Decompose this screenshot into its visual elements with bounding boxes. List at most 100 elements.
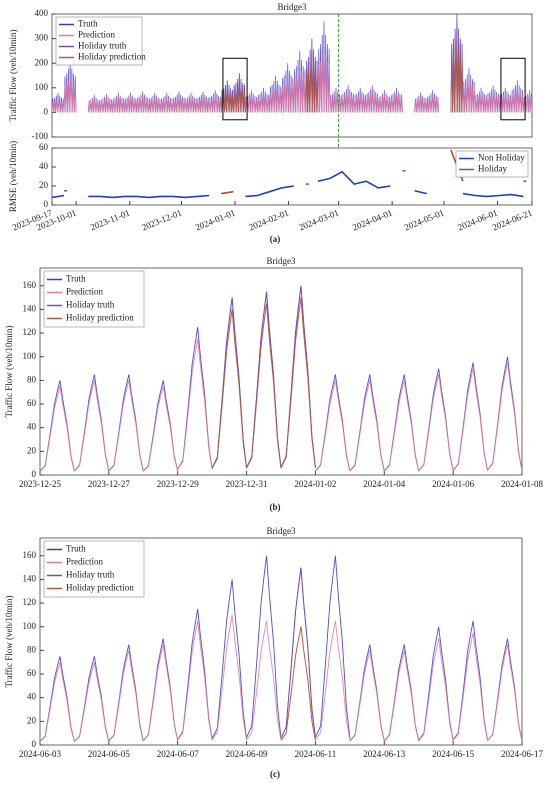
legend: Truth Prediction Holiday truth Holiday pred… <box>43 540 145 598</box>
legend-box <box>43 270 145 328</box>
x-tick-label: 2024-04-01 <box>351 207 394 232</box>
y-tick-label: 60 <box>27 668 37 678</box>
flow-spikes <box>474 91 488 113</box>
x-tick-label: 2024-01-04 <box>363 479 405 489</box>
flow-spikes <box>184 95 198 113</box>
flow-cycle <box>108 650 144 742</box>
rmse-line <box>52 194 65 199</box>
legend-label: Holiday prediction <box>66 313 134 323</box>
flow-spikes <box>112 95 125 113</box>
flow-cycle <box>142 644 179 742</box>
y-tick-label: 80 <box>27 644 37 654</box>
flow-cycle <box>315 555 351 738</box>
flow-cycle <box>280 567 316 739</box>
flow-spikes <box>390 91 403 113</box>
flow-cycle <box>452 368 489 472</box>
y-tick-label: 40 <box>39 161 49 171</box>
y-axis-label: Traffic Flow (veh/10min) <box>4 326 14 418</box>
flow-spikes <box>305 55 319 113</box>
flow-spikes <box>63 73 77 113</box>
y-axis-label: RMSE (veh/10min) <box>8 141 18 212</box>
flow-spikes <box>293 63 307 113</box>
x-tick-label: 2024-06-07 <box>157 749 199 759</box>
flow-spikes <box>317 43 331 113</box>
flow-spikes <box>148 95 162 113</box>
x-tick-label: 2024-02-01 <box>247 207 290 232</box>
y-tick-label: 100 <box>23 351 37 361</box>
flow-spikes <box>52 97 65 113</box>
legend-label: Prediction <box>66 557 103 567</box>
chart-title: Bridge3 <box>278 2 307 12</box>
y-tick-label: 140 <box>23 303 37 313</box>
flow-cycle <box>315 380 351 472</box>
legend-label: Holiday truth <box>78 41 127 51</box>
flow-cycle <box>211 309 248 469</box>
panel: Bridge3 Traffic Flow (veh/10min) -100 0 100 2… <box>8 2 533 205</box>
legend-label: Truth <box>66 274 86 284</box>
flow-cycle <box>177 620 213 741</box>
flow-spikes <box>232 82 246 113</box>
panel-label: (c) <box>270 769 280 779</box>
flow-cycle <box>74 662 110 743</box>
y-tick-label: 40 <box>27 692 37 702</box>
legend-box <box>43 540 145 598</box>
chart-title: Bridge3 <box>267 256 296 266</box>
flow-spikes <box>353 91 367 113</box>
rmse-line <box>462 192 524 198</box>
flow-cycle <box>211 579 248 739</box>
y-tick-label: 160 <box>23 550 37 560</box>
y-tick-label: 100 <box>23 621 37 631</box>
y-tick-label: 140 <box>23 573 37 583</box>
x-tick-label: 2024-06-15 <box>432 749 474 759</box>
flow-cycle <box>74 380 110 472</box>
flow-cycle <box>383 650 420 742</box>
flow-spikes <box>329 91 343 113</box>
y-tick-label: 120 <box>23 597 37 607</box>
y-tick-label: 80 <box>27 374 37 384</box>
flow-cycle <box>40 662 75 743</box>
flow-cycle <box>418 374 454 472</box>
flow-cycle <box>246 555 282 738</box>
y-tick-label: 0 <box>32 469 37 479</box>
zoom-box <box>500 57 526 121</box>
chart-title: Bridge3 <box>267 526 296 536</box>
flow-cycle <box>315 620 351 741</box>
y-tick-label: 120 <box>23 327 37 337</box>
flow-cycle <box>280 626 316 741</box>
plot-marks <box>40 285 522 472</box>
flow-cycle <box>383 380 420 472</box>
flow-cycle <box>211 614 248 741</box>
flow-spikes <box>196 95 210 113</box>
flow-spikes <box>160 95 174 113</box>
flow-cycle <box>40 386 75 472</box>
x-tick-label: 2024-01-06 <box>432 479 474 489</box>
legend-box <box>455 150 529 178</box>
legend-label: Holiday prediction <box>78 52 146 62</box>
plot-area <box>51 147 533 206</box>
flow-cycle <box>452 632 489 741</box>
flow-spikes <box>365 89 379 113</box>
x-tick-label: 2024-01-02 <box>294 479 336 489</box>
y-tick-label: 0 <box>44 106 49 116</box>
flow-spikes <box>99 96 113 113</box>
x-tick-label: 2023-11-01 <box>89 207 131 232</box>
y-tick-label: 0 <box>44 199 49 209</box>
y-axis-label: Traffic Flow (veh/10min) <box>8 30 18 122</box>
x-tick-label: 2023-12-27 <box>88 479 130 489</box>
x-tick-label: 2024-05-01 <box>403 207 446 232</box>
panel: Bridge3 Traffic Flow (veh/10min) (c) 0 20 40 6… <box>4 526 543 779</box>
legend-label: Non Holiday <box>478 153 525 163</box>
flow-spikes <box>414 95 428 113</box>
y-tick-label: 20 <box>27 445 37 455</box>
flow-cycle <box>108 380 144 472</box>
y-tick-label: 100 <box>35 82 49 92</box>
y-tick-label: 300 <box>35 33 49 43</box>
y-tick-label: 60 <box>27 398 37 408</box>
flow-spikes <box>208 93 222 113</box>
flow-cycle <box>177 338 213 470</box>
rmse-line <box>317 170 391 189</box>
y-tick-label: 20 <box>39 180 49 190</box>
y-tick-label: 200 <box>35 57 49 67</box>
x-tick-label: 2024-06-09 <box>226 749 268 759</box>
